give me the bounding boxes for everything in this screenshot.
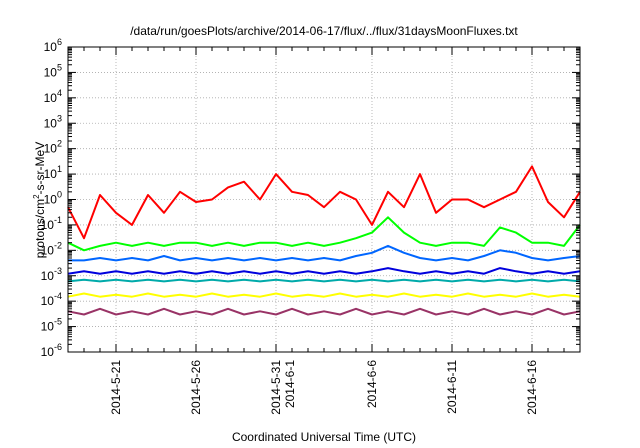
y-tick-label: 10-4: [41, 291, 62, 308]
y-axis-ticks: 10-610-510-410-310-210-11001011021031041…: [41, 37, 580, 359]
x-tick-label: 2014-5-31: [269, 360, 283, 415]
y-tick-base: 10: [44, 65, 58, 79]
y-tick-base: 10: [41, 218, 55, 232]
y-tick-exponent: -6: [54, 342, 62, 352]
y-tick-base: 10: [44, 142, 58, 156]
series-line-4: [67, 267, 581, 275]
y-tick-label: 104: [44, 88, 62, 105]
y-tick-base: 10: [44, 91, 58, 105]
y-tick-label: 103: [44, 113, 62, 130]
x-tick-label: 2014-6-11: [445, 360, 459, 414]
x-tick-label: 2014-5-26: [189, 360, 203, 415]
x-tick-label: 2014-6-16: [525, 360, 539, 415]
y-tick-exponent: 1: [57, 164, 62, 174]
y-tick-base: 10: [44, 116, 58, 130]
series-line-2: [67, 216, 581, 252]
y-tick-base: 10: [41, 294, 55, 308]
series-line-6: [67, 292, 581, 298]
y-tick-base: 10: [44, 40, 58, 54]
x-tick-label: 2014-6-6: [365, 360, 379, 408]
y-tick-base: 10: [41, 269, 55, 283]
y-tick-exponent: -3: [54, 266, 62, 276]
x-axis-label: Coordinated Universal Time (UTC): [232, 430, 416, 444]
y-tick-exponent: 2: [57, 139, 62, 149]
y-axis-label-post: -s-sr-MeV: [33, 142, 47, 195]
y-axis-label: protons/cm2-s-sr-MeV: [32, 142, 47, 258]
chart-title: /data/run/goesPlots/archive/2014-06-17/f…: [130, 24, 518, 38]
y-tick-exponent: -5: [54, 317, 62, 327]
y-tick-label: 100: [44, 190, 62, 207]
y-tick-label: 10-6: [41, 342, 62, 359]
y-tick-label: 106: [44, 37, 62, 54]
y-tick-exponent: 6: [57, 37, 62, 47]
y-tick-base: 10: [44, 167, 58, 181]
y-axis-label-sup: 2: [32, 194, 41, 199]
y-tick-base: 10: [41, 320, 55, 334]
y-tick-label: 101: [44, 164, 62, 181]
series-line-5: [67, 278, 581, 283]
y-tick-label: 10-3: [41, 266, 62, 283]
series-line-7: [67, 307, 581, 316]
series-group: [67, 165, 581, 316]
grid-lines: [68, 47, 580, 352]
y-tick-exponent: 0: [57, 190, 62, 200]
y-tick-label: 105: [44, 62, 62, 79]
y-tick-base: 10: [41, 345, 55, 359]
x-tick-label: 2014-5-21: [109, 360, 123, 415]
y-tick-exponent: -2: [54, 240, 62, 250]
x-axis-ticks: 2014-5-21 2014-5-26 2014-5-31 2014-6-1 2014-…: [67, 47, 581, 415]
y-tick-exponent: 5: [57, 62, 62, 72]
y-tick-label: 102: [44, 139, 62, 156]
y-tick-exponent: -1: [54, 215, 62, 225]
y-tick-exponent: 4: [57, 88, 62, 98]
series-line-1: [67, 165, 581, 240]
y-tick-exponent: -4: [54, 291, 62, 301]
series-line-3: [68, 244, 581, 262]
x-tick-label: 2014-6-1: [283, 360, 297, 408]
y-tick-exponent: 3: [57, 113, 62, 123]
y-tick-label: 10-5: [41, 317, 62, 334]
y-tick-label: 10-1: [41, 215, 62, 232]
y-axis-label-pre: protons/cm: [33, 199, 47, 258]
y-tick-base: 10: [44, 193, 58, 207]
y-tick-base: 10: [41, 243, 55, 257]
y-tick-label: 10-2: [41, 240, 62, 257]
